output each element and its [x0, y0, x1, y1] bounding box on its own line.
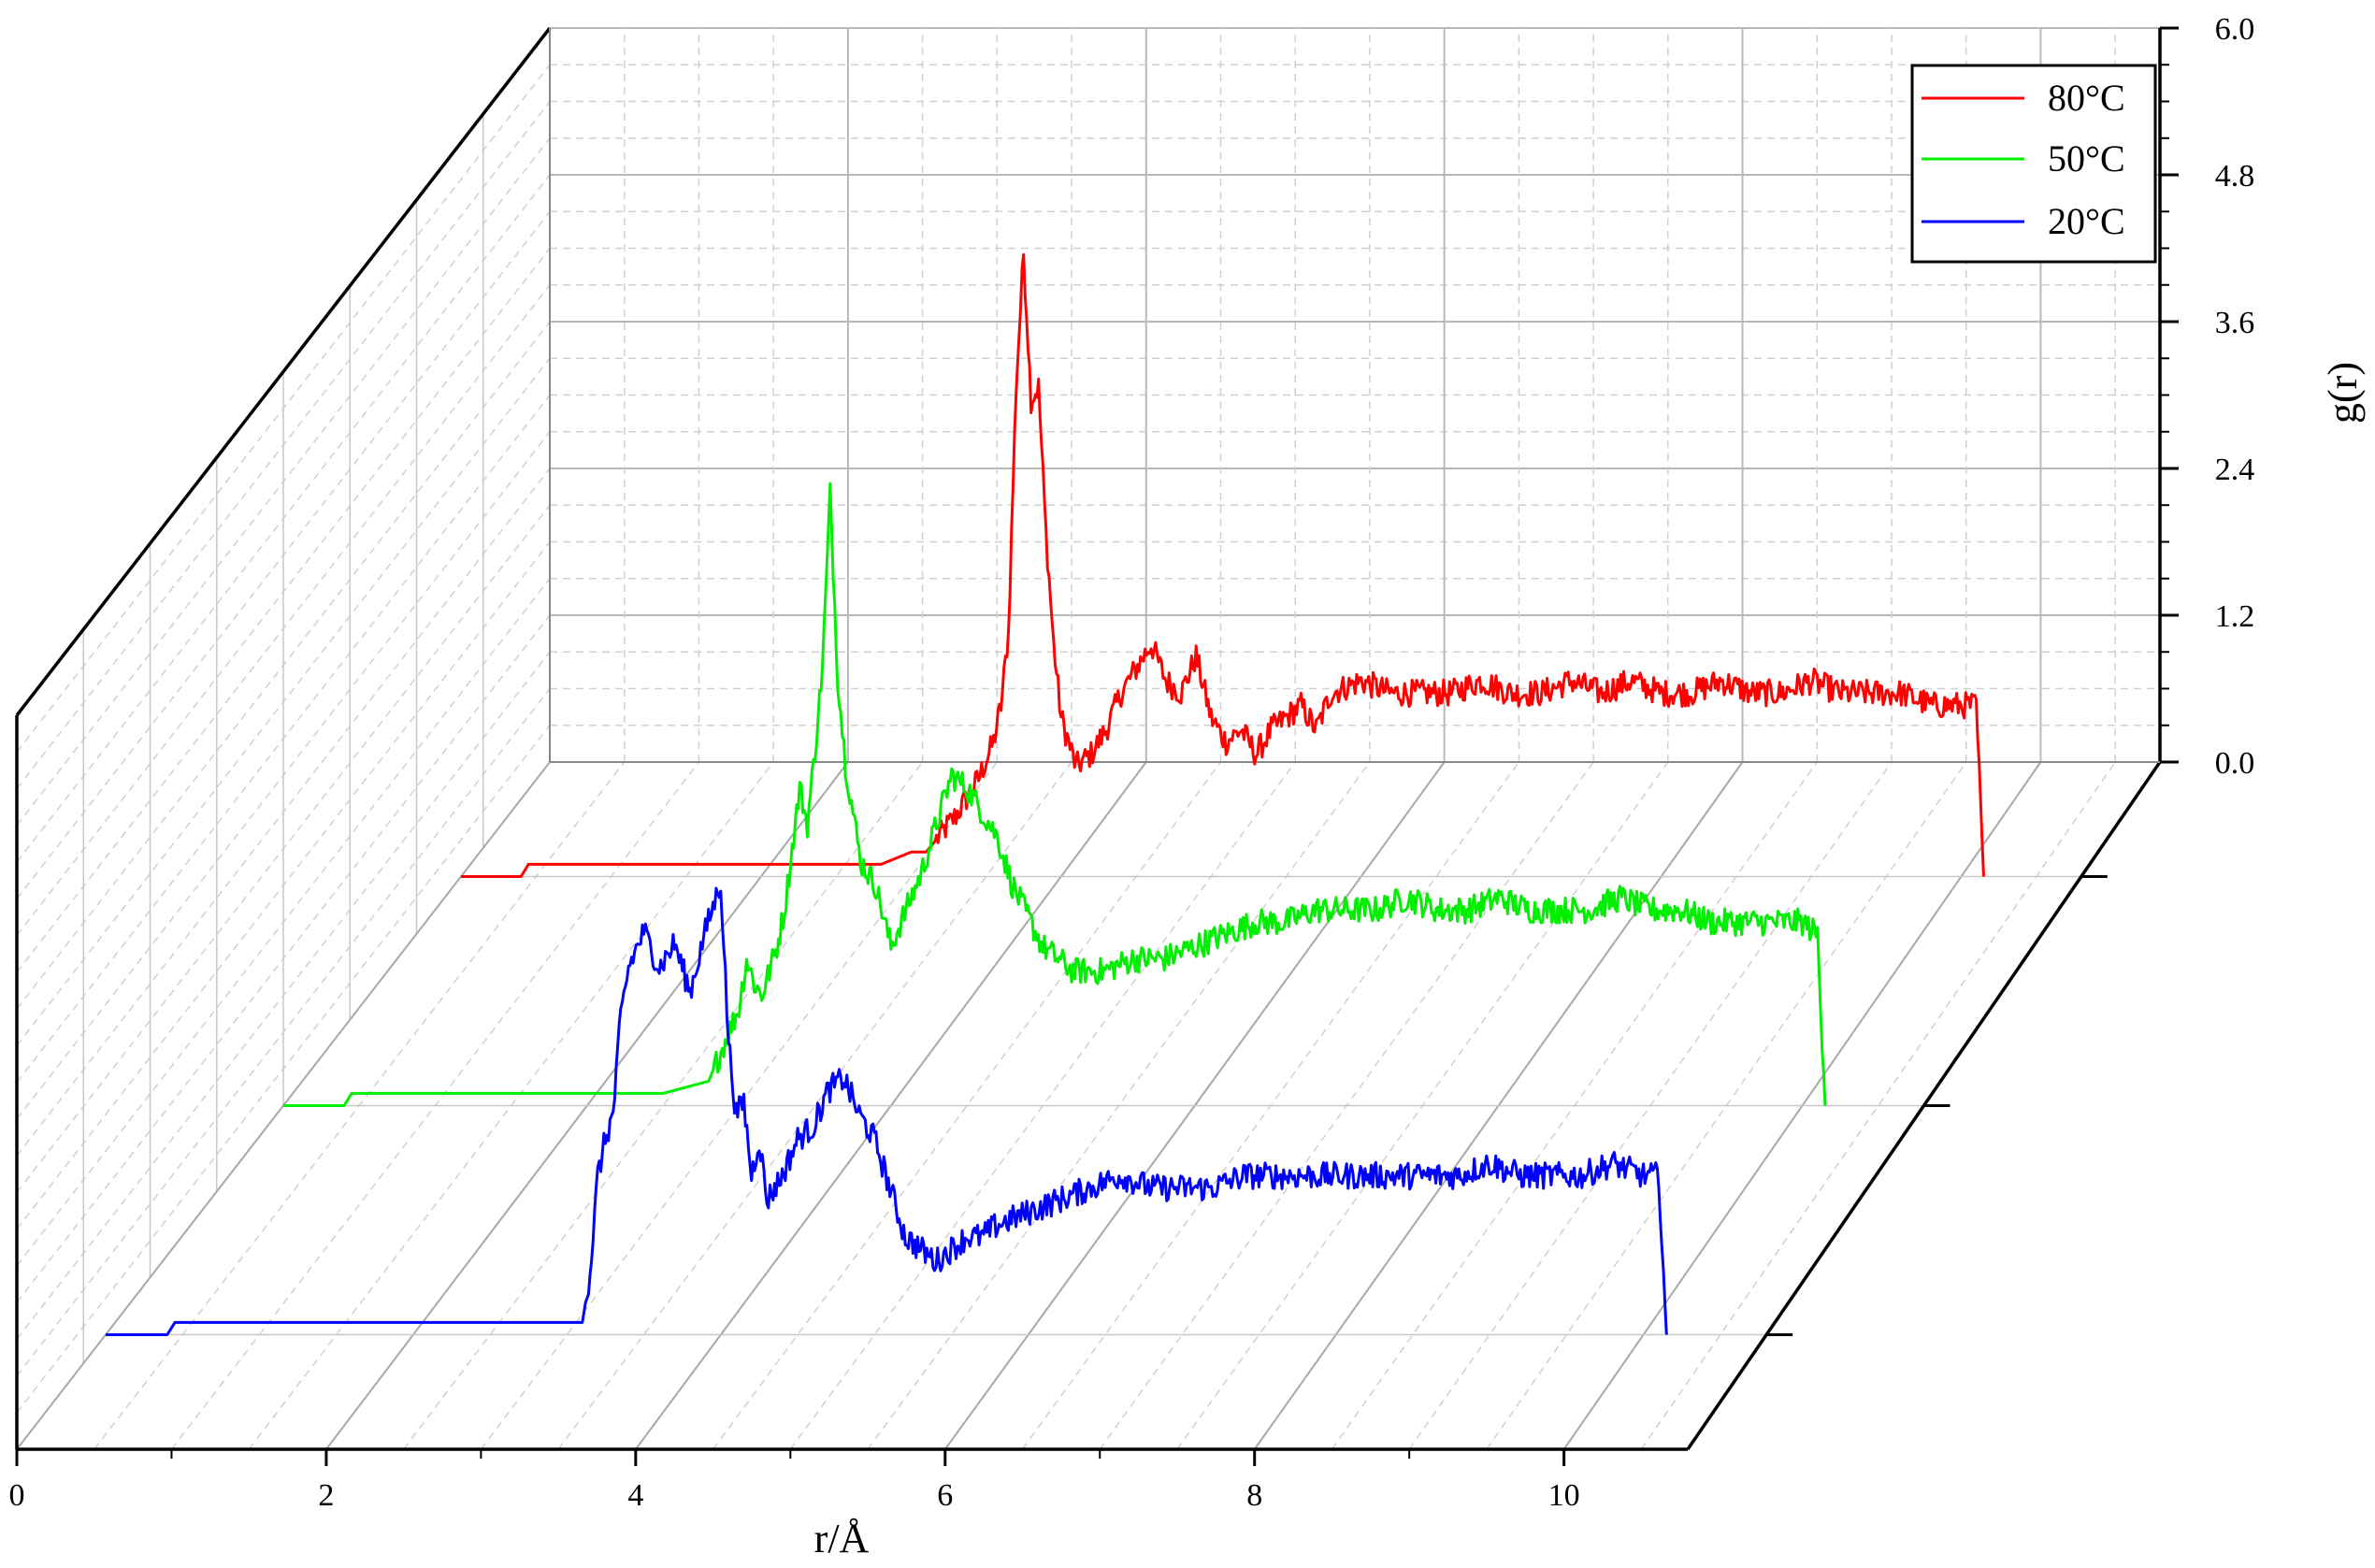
series-layer — [106, 252, 1985, 1336]
z-axis-title: g(r) — [2320, 362, 2366, 424]
x-tick-label: 8 — [1246, 1478, 1262, 1513]
x-tick-label: 10 — [1548, 1478, 1580, 1513]
back-wall-grid — [549, 27, 2160, 763]
x-tick-label: 6 — [937, 1478, 953, 1513]
z-tick-label: 3.6 — [2215, 306, 2255, 340]
legend-label-80c: 80°C — [2048, 77, 2125, 119]
ticks-layer: 0 2 4 6 8 10 0.0 1.2 2.4 3.6 4.8 6.0 — [9, 12, 2255, 1513]
legend-label-20c: 20°C — [2048, 200, 2125, 242]
z-tick-label: 0.0 — [2215, 746, 2255, 781]
z-tick-label: 2.4 — [2215, 453, 2255, 487]
z-tick-label: 4.8 — [2215, 159, 2255, 194]
series-line-20c — [106, 886, 1668, 1336]
axes-frame — [15, 26, 2162, 1451]
side-wall-grid — [16, 27, 551, 1450]
left-top-edge — [15, 26, 552, 717]
series-line-80c — [461, 252, 1985, 878]
z-tick-label: 6.0 — [2215, 12, 2255, 47]
x-tick-label: 2 — [318, 1478, 334, 1513]
x-axis-title: r/Å — [814, 1516, 870, 1561]
legend-label-50c: 50°C — [2048, 137, 2125, 180]
x-tick-label: 0 — [9, 1478, 25, 1513]
z-tick-label: 1.2 — [2215, 599, 2255, 634]
series-line-50c — [283, 482, 1827, 1107]
legend: 80°C 50°C 20°C — [1910, 64, 2157, 264]
x-tick-label: 4 — [627, 1478, 643, 1513]
